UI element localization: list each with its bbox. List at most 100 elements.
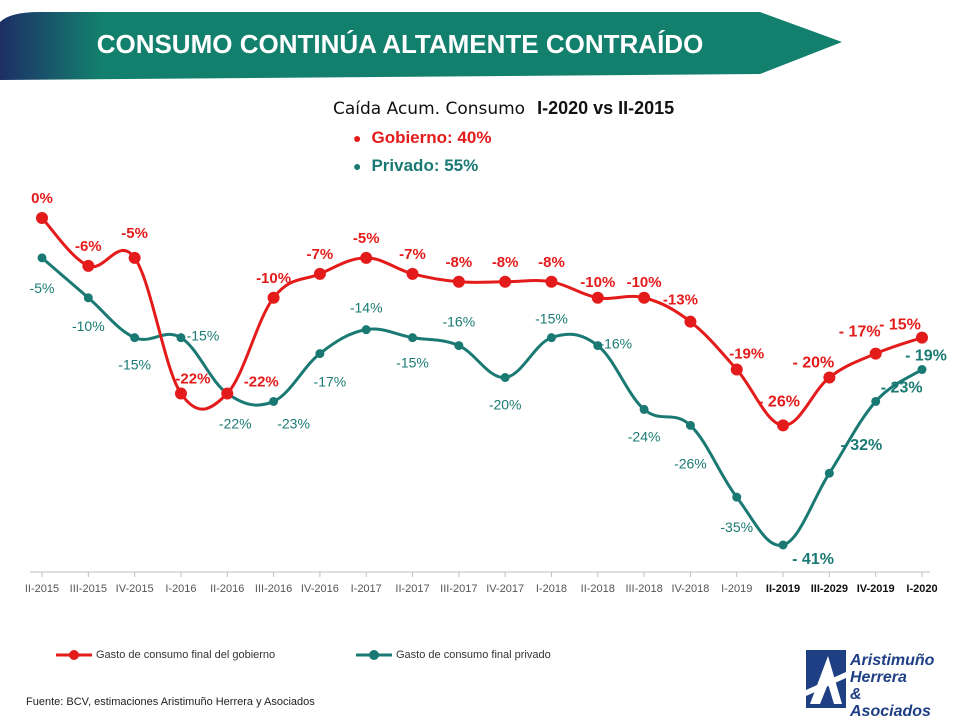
data-label-privado: -23% <box>277 415 310 431</box>
data-point-gobierno <box>916 331 928 344</box>
title-banner <box>0 12 842 80</box>
data-point-privado <box>824 468 834 478</box>
data-point-gobierno <box>174 387 187 400</box>
data-label-gobierno: -8% <box>492 254 519 271</box>
x-tick-label: I-2020 <box>906 583 937 595</box>
summary-period: I-2020 vs II-2015 <box>537 98 675 118</box>
summary-gobierno: ● Gobierno: 40% <box>353 128 492 147</box>
x-tick-label: II-2015 <box>25 583 59 595</box>
data-point-gobierno <box>360 251 373 264</box>
logo-mark-icon <box>806 650 846 708</box>
x-tick-label: IV-2019 <box>857 583 895 595</box>
x-tick-label: II-2019 <box>766 583 800 595</box>
data-point-gobierno <box>638 291 651 304</box>
data-point-gobierno <box>82 259 95 272</box>
data-label-privado: -17% <box>314 374 347 390</box>
data-point-privado <box>732 492 742 502</box>
data-point-gobierno <box>313 267 326 280</box>
data-label-privado: - 32% <box>840 437 882 454</box>
x-tick-label: I-2019 <box>721 583 752 595</box>
data-label-privado: -26% <box>674 455 707 471</box>
x-tick-label: II-2018 <box>581 583 615 595</box>
data-label-gobierno: - 15% <box>879 317 921 334</box>
data-point-gobierno <box>406 267 419 280</box>
data-label-privado: -14% <box>350 300 383 316</box>
data-label-gobierno: - 26% <box>758 393 800 410</box>
data-label-privado: -35% <box>720 519 753 535</box>
data-label-privado: -15% <box>535 311 568 327</box>
data-label-privado: - 19% <box>905 348 947 365</box>
data-point-privado <box>176 333 186 343</box>
data-label-gobierno: -10% <box>627 274 662 291</box>
data-label-gobierno: -5% <box>121 225 148 242</box>
data-label-privado: -15% <box>187 328 220 344</box>
data-point-gobierno <box>684 315 697 328</box>
data-point-gobierno <box>267 291 280 304</box>
data-point-gobierno <box>499 275 512 288</box>
data-label-gobierno: 0% <box>31 190 53 207</box>
data-point-gobierno <box>221 387 234 400</box>
x-tick-label: III-2017 <box>440 583 477 595</box>
x-tick-label: III-2015 <box>70 583 107 595</box>
data-label-gobierno: -19% <box>729 346 764 363</box>
data-label-privado: -24% <box>628 428 661 444</box>
legend-swatch-privado <box>356 650 392 660</box>
data-point-privado <box>315 349 325 359</box>
x-tick-label: IV-2017 <box>486 583 524 595</box>
data-point-privado <box>546 333 556 343</box>
data-label-privado: -16% <box>599 336 632 352</box>
x-tick-label: III-2016 <box>255 583 292 595</box>
data-label-gobierno: -8% <box>538 254 565 271</box>
data-label-gobierno: -13% <box>663 292 698 309</box>
data-point-privado <box>871 396 881 406</box>
data-point-privado <box>639 404 649 414</box>
data-point-gobierno <box>777 419 790 432</box>
data-point-privado <box>500 373 510 383</box>
data-point-privado <box>454 341 464 351</box>
legend-swatch-gobierno <box>56 650 92 660</box>
x-tick-label: III-2029 <box>811 583 848 595</box>
data-point-privado <box>83 293 93 303</box>
data-point-privado <box>130 333 140 343</box>
source-note: Fuente: BCV, estimaciones Aristimuño Her… <box>26 696 315 708</box>
data-point-gobierno <box>452 275 465 288</box>
data-label-privado: -15% <box>118 357 151 373</box>
data-label-gobierno: -10% <box>580 274 615 291</box>
summary-label: Caída Acum. Consumo <box>333 99 526 119</box>
data-point-privado <box>361 325 371 335</box>
x-tick-label: IV-2015 <box>116 583 154 595</box>
data-label-gobierno: -6% <box>75 238 102 255</box>
legend-item-privado: Gasto de consumo final privado <box>354 648 551 662</box>
legend-item-gobierno: Gasto de consumo final del gobierno <box>54 648 275 662</box>
x-tick-label: III-2018 <box>625 583 662 595</box>
summary-header: Caída Acum. Consumo I-2020 vs II-2015 <box>333 98 674 120</box>
data-label-gobierno: - 17% <box>839 324 881 341</box>
data-label-gobierno: -8% <box>445 254 472 271</box>
data-point-gobierno <box>823 371 836 384</box>
data-label-privado: -10% <box>72 318 105 334</box>
data-point-gobierno <box>869 347 882 360</box>
data-label-gobierno: -7% <box>307 246 334 263</box>
data-point-gobierno <box>36 212 48 224</box>
data-label-privado: - 41% <box>792 551 834 568</box>
data-point-gobierno <box>591 291 604 304</box>
data-label-gobierno: - 20% <box>792 355 834 372</box>
data-point-privado <box>917 365 927 375</box>
x-tick-label: IV-2018 <box>671 583 709 595</box>
data-point-privado <box>778 540 788 550</box>
x-tick-label: IV-2016 <box>301 583 339 595</box>
x-tick-label: I-2016 <box>165 583 196 595</box>
data-point-privado <box>269 396 279 406</box>
data-label-privado: -20% <box>489 397 522 413</box>
data-point-privado <box>37 253 47 263</box>
company-logo: Aristimuño Herrera & Asociados <box>806 650 946 720</box>
data-label-privado: -15% <box>396 355 429 371</box>
data-label-privado: -16% <box>442 314 475 330</box>
data-label-gobierno: -22% <box>244 373 279 390</box>
data-label-gobierno: -7% <box>399 246 426 263</box>
page-title: CONSUMO CONTINÚA ALTAMENTE CONTRAÍDO <box>96 29 704 59</box>
x-tick-label: II-2017 <box>395 583 429 595</box>
data-point-gobierno <box>545 275 558 288</box>
data-point-gobierno <box>128 251 141 264</box>
